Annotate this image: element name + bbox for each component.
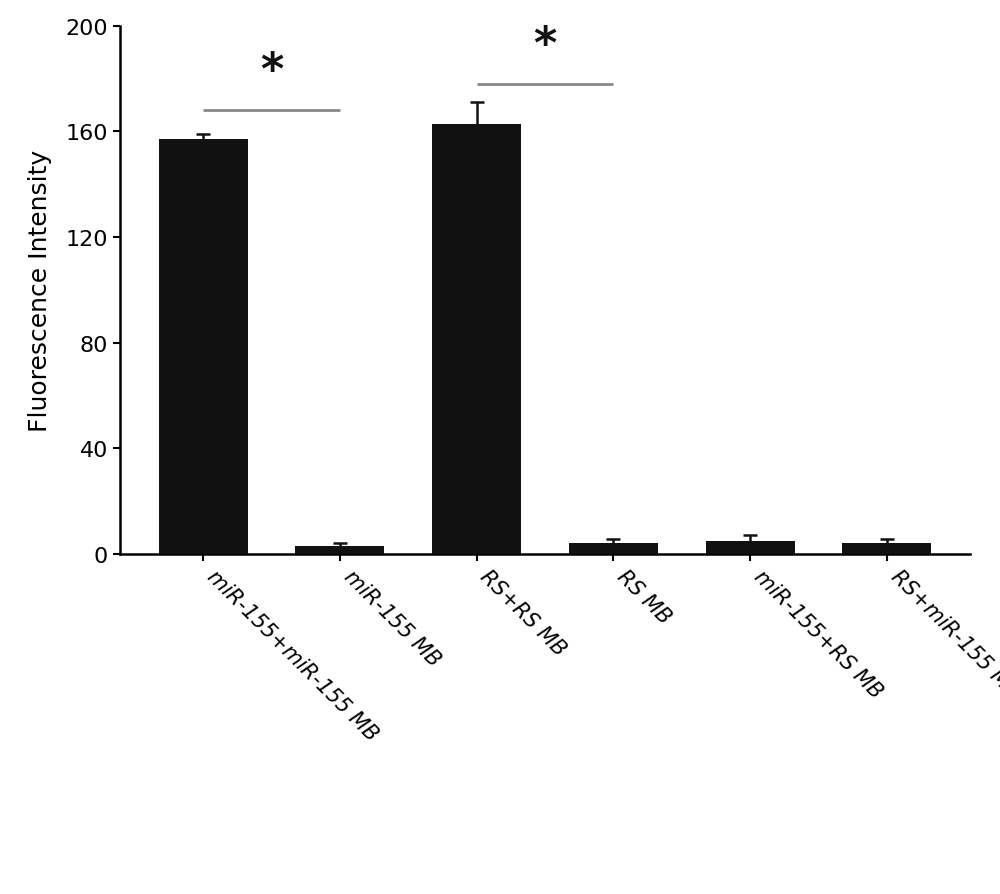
Bar [842, 544, 931, 554]
Text: *: * [260, 50, 283, 93]
Bar [295, 546, 384, 554]
Bar [432, 124, 521, 554]
Bar [706, 541, 795, 554]
Text: *: * [533, 24, 557, 67]
Bar [569, 544, 658, 554]
Y-axis label: Fluorescence Intensity: Fluorescence Intensity [28, 149, 52, 432]
Bar [159, 140, 248, 554]
